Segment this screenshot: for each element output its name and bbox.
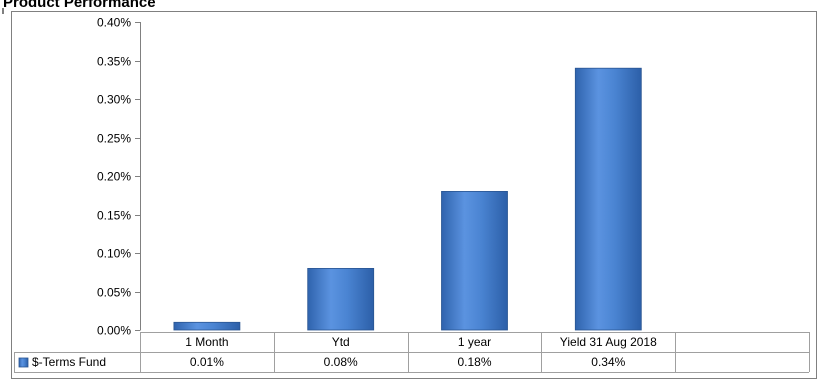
data-label: 0.18% bbox=[457, 355, 491, 369]
legend-key bbox=[18, 357, 29, 368]
category-label: 1 Month bbox=[185, 335, 228, 349]
series-name: $-Terms Fund bbox=[32, 355, 106, 369]
y-tick-label: 0.25% bbox=[97, 132, 131, 146]
y-tick-label: 0.05% bbox=[97, 286, 131, 300]
data-label: 0.01% bbox=[190, 355, 224, 369]
y-tick-label: 0.10% bbox=[97, 247, 131, 261]
bar bbox=[574, 67, 642, 331]
y-tick-label: 0.30% bbox=[97, 93, 131, 107]
chart-title: Product Performance bbox=[3, 0, 156, 11]
bar bbox=[307, 267, 375, 331]
data-label: 0.34% bbox=[591, 355, 625, 369]
data-table: 1 Month Ytd 1 year Yield 31 Aug 2018 $-Terms… bbox=[14, 332, 810, 373]
y-axis: 0.00% 0.05% 0.10% 0.15% 0.20% 0.25% 0.30% 0.35%… bbox=[97, 16, 141, 338]
y-tick-label: 0.00% bbox=[97, 324, 131, 338]
data-label: 0.08% bbox=[324, 355, 358, 369]
bar bbox=[441, 190, 508, 331]
y-tick-label: 0.40% bbox=[97, 16, 131, 30]
y-tick-label: 0.20% bbox=[97, 170, 131, 184]
chart-border bbox=[11, 11, 817, 379]
y-tick-label: 0.15% bbox=[97, 209, 131, 223]
category-label: 1 year bbox=[458, 335, 491, 349]
y-tick-label: 0.35% bbox=[97, 55, 131, 69]
category-label: Ytd bbox=[332, 335, 350, 349]
bars bbox=[173, 67, 642, 331]
category-label: Yield 31 Aug 2018 bbox=[560, 335, 657, 349]
bar bbox=[173, 321, 241, 331]
